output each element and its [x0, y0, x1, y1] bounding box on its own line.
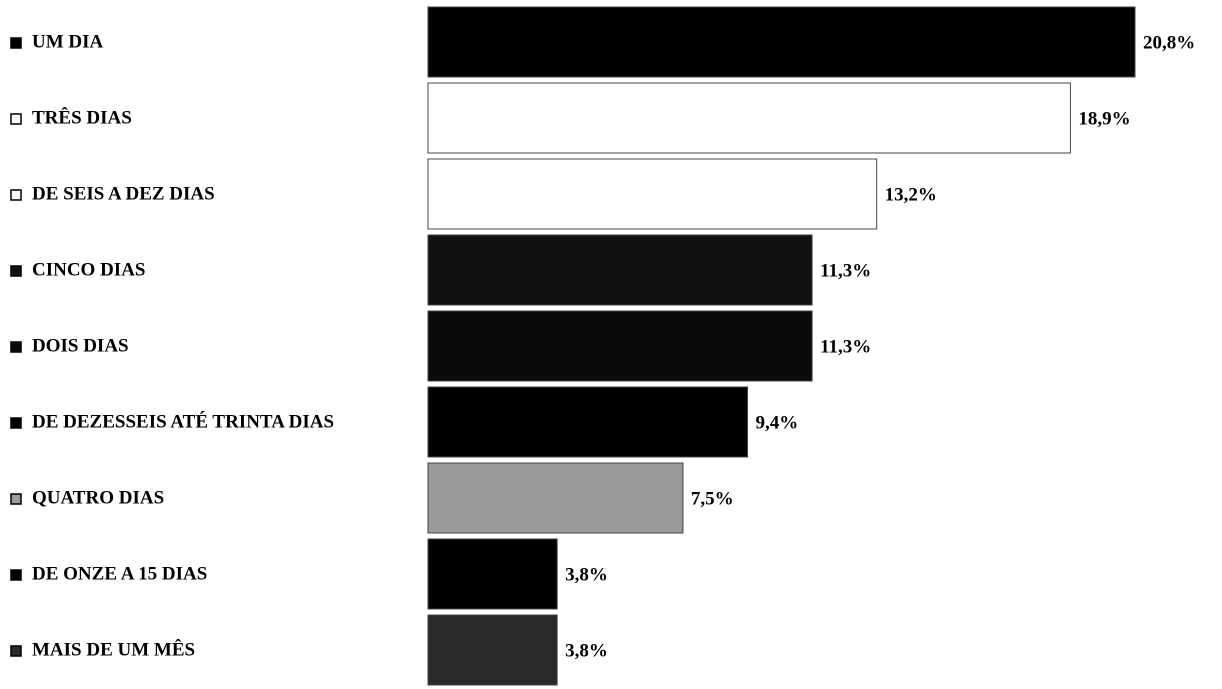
value-label: 13,2% [885, 184, 937, 205]
legend-swatch [10, 341, 22, 353]
bar [427, 310, 813, 382]
value-label: 18,9% [1078, 108, 1130, 129]
bar [427, 82, 1071, 154]
legend-swatch [10, 493, 22, 505]
category-label: UM DIA [32, 31, 104, 52]
value-label: 20,8% [1143, 32, 1195, 53]
category-label: QUATRO DIAS [32, 487, 164, 508]
legend-swatch [10, 265, 22, 277]
bar [427, 614, 558, 686]
category-label: DOIS DIAS [32, 335, 129, 356]
bar [427, 6, 1136, 78]
value-label: 11,3% [820, 260, 871, 281]
bar [427, 234, 813, 306]
category-label: DE SEIS A DEZ DIAS [32, 183, 215, 204]
category-label: MAIS DE UM MÊS [32, 638, 195, 660]
bar [427, 158, 878, 230]
legend-swatch [10, 645, 22, 657]
category-label: DE DEZESSEIS ATÉ TRINTA DIAS [32, 410, 334, 432]
category-label: DE ONZE A 15 DIAS [32, 563, 207, 584]
value-label: 11,3% [820, 336, 871, 357]
bar [427, 462, 684, 534]
legend-swatch [10, 37, 22, 49]
value-label: 3,8% [565, 640, 608, 661]
category-label: CINCO DIAS [32, 259, 146, 280]
value-label: 3,8% [565, 564, 608, 585]
legend-swatch [10, 189, 22, 201]
bar [427, 538, 558, 610]
bar [427, 386, 749, 458]
category-label: TRÊS DIAS [32, 106, 132, 128]
value-label: 7,5% [691, 488, 734, 509]
legend-swatch [10, 569, 22, 581]
value-label: 9,4% [756, 412, 799, 433]
legend-swatch [10, 113, 22, 125]
legend-swatch [10, 417, 22, 429]
